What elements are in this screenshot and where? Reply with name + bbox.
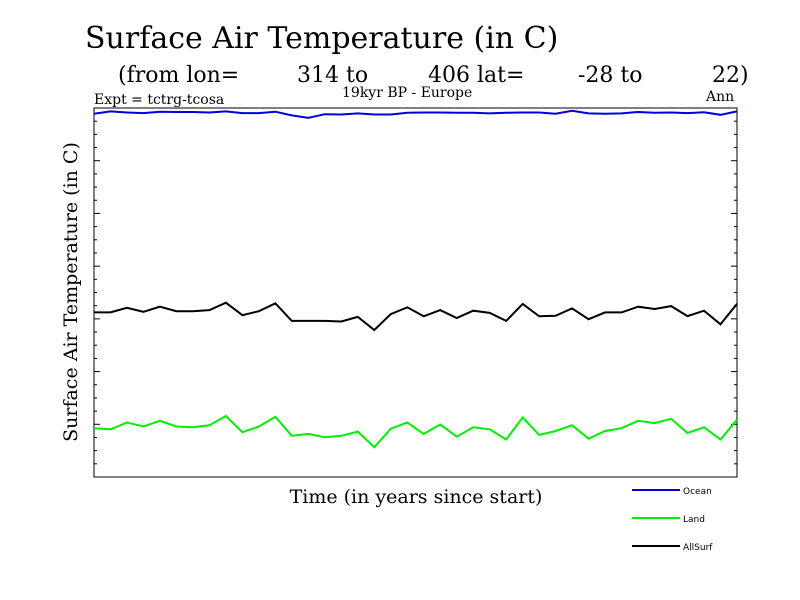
from-lon-label: (from lon= (118, 63, 239, 88)
lon-start: 314 to (297, 63, 368, 88)
lat-start: -28 to (578, 63, 643, 88)
series-line-allsurf (94, 301, 738, 332)
legend-label-land: Land (683, 515, 705, 525)
series-line-land (93, 414, 738, 449)
lat-end: 22) (712, 63, 749, 88)
legend-label-ocean: Ocean (683, 487, 712, 497)
period-label: 19kyr BP - Europe (342, 85, 472, 101)
expt-label: Expt = tctrg-tcosa (94, 92, 224, 108)
legend: Ocean Land AllSurf (632, 487, 713, 553)
series-lines (93, 109, 738, 449)
season-label: Ann (705, 89, 734, 105)
lon-end: 406 lat= (428, 63, 524, 88)
series-line-ocean (93, 109, 738, 119)
chart-title: Surface Air Temperature (in C) (85, 21, 558, 56)
y-axis-label: Surface Air Temperature (in C) (60, 142, 82, 442)
legend-label-allsurf: AllSurf (683, 543, 713, 553)
x-axis-label: Time (in years since start) (290, 486, 543, 508)
axis-ticks (94, 120, 737, 465)
